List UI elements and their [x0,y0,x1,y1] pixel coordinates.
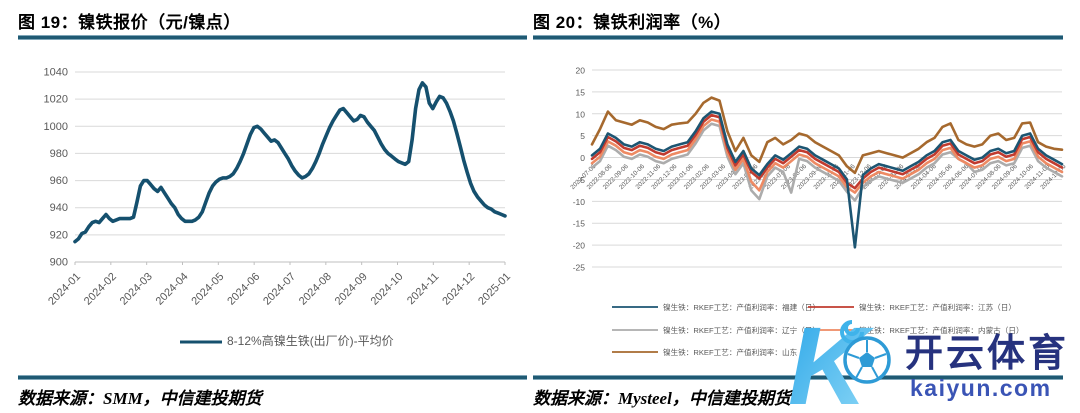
y-tick-label: 15 [576,87,586,97]
y-tick-label: -15 [573,219,586,229]
y-tick-label: -10 [573,197,586,207]
y-tick-label: 920 [50,229,68,241]
y-tick-label: 1020 [44,94,68,106]
series-line-4 [590,96,1064,175]
x-tick-label: 2024-05 [189,271,226,308]
y-tick-label: -20 [573,241,586,251]
legend-label: 镍生铁：RKEF工艺：产值利润率：江苏（日） [859,302,1016,312]
y-tick-label: 20 [576,66,586,76]
fig20-title-rule [533,36,1063,39]
fig19-bottom-rule [18,376,527,379]
series-line-2 [590,122,1064,202]
y-tick-label: 960 [50,175,68,187]
series-line-0 [590,110,1064,249]
y-tick-label: 900 [50,257,68,269]
x-tick-label: 2024-02 [82,271,119,308]
fig20-source: 数据来源：Mysteel，中信建投期货 [533,389,791,408]
x-tick-label: 2024-11 [405,271,441,307]
y-tick-label: 1040 [44,67,68,79]
series-line-0 [73,81,507,244]
y-tick-label: -25 [573,263,586,273]
fig19-title: 图 19：镍铁报价（元/镍点） [18,13,241,32]
x-tick-label: 2024-12 [440,271,477,308]
fig20-title: 图 20：镍铁利润率（%） [533,13,732,32]
x-tick-label: 2024-10 [369,271,406,308]
fig20-line-chart: 20151050-5-10-15-20-252022-07-062022-08-… [569,66,1067,358]
legend-label: 镍生铁：RKEF工艺：产值利润率：内蒙古（日） [859,325,1024,335]
fig20-bottom-rule [533,376,1063,379]
x-tick-label: 2024-04 [154,271,191,308]
x-tick-label: 2024-01 [46,271,83,308]
y-tick-label: -5 [577,175,585,185]
x-tick-label: 2024-03 [118,271,155,308]
legend-label: 镍生铁：RKEF工艺：产值利润率：辽宁（日） [663,325,820,335]
y-tick-label: 5 [580,131,585,141]
x-tick-label: 2024-08 [297,271,334,308]
series-line-1 [590,113,1064,190]
x-tick-label: 2024-09 [333,271,370,308]
y-tick-label: 1000 [44,121,68,133]
fig19-source: 数据来源：SMM，中信建投期货 [18,389,262,408]
fig19-title-rule [18,36,527,39]
y-tick-label: 940 [50,202,68,214]
fig19-line-chart: 1040102010009809609409209002024-012024-0… [44,67,514,349]
legend-label: 8-12%高镍生铁(出厂价)-平均价 [227,333,394,348]
x-tick-label: 2024-06 [225,271,262,308]
x-tick-label: 2025-01 [476,271,513,308]
legend-label: 镍生铁：RKEF工艺：产值利润率：山东（日） [663,347,820,357]
legend-label: 镍生铁：RKEF工艺：产值利润率：福建（日） [663,302,820,312]
x-tick-label: 2024-07 [261,271,298,308]
y-tick-label: 980 [50,148,68,160]
y-tick-label: 10 [576,109,586,119]
y-tick-label: 0 [580,153,585,163]
series-line-3 [590,118,1064,194]
